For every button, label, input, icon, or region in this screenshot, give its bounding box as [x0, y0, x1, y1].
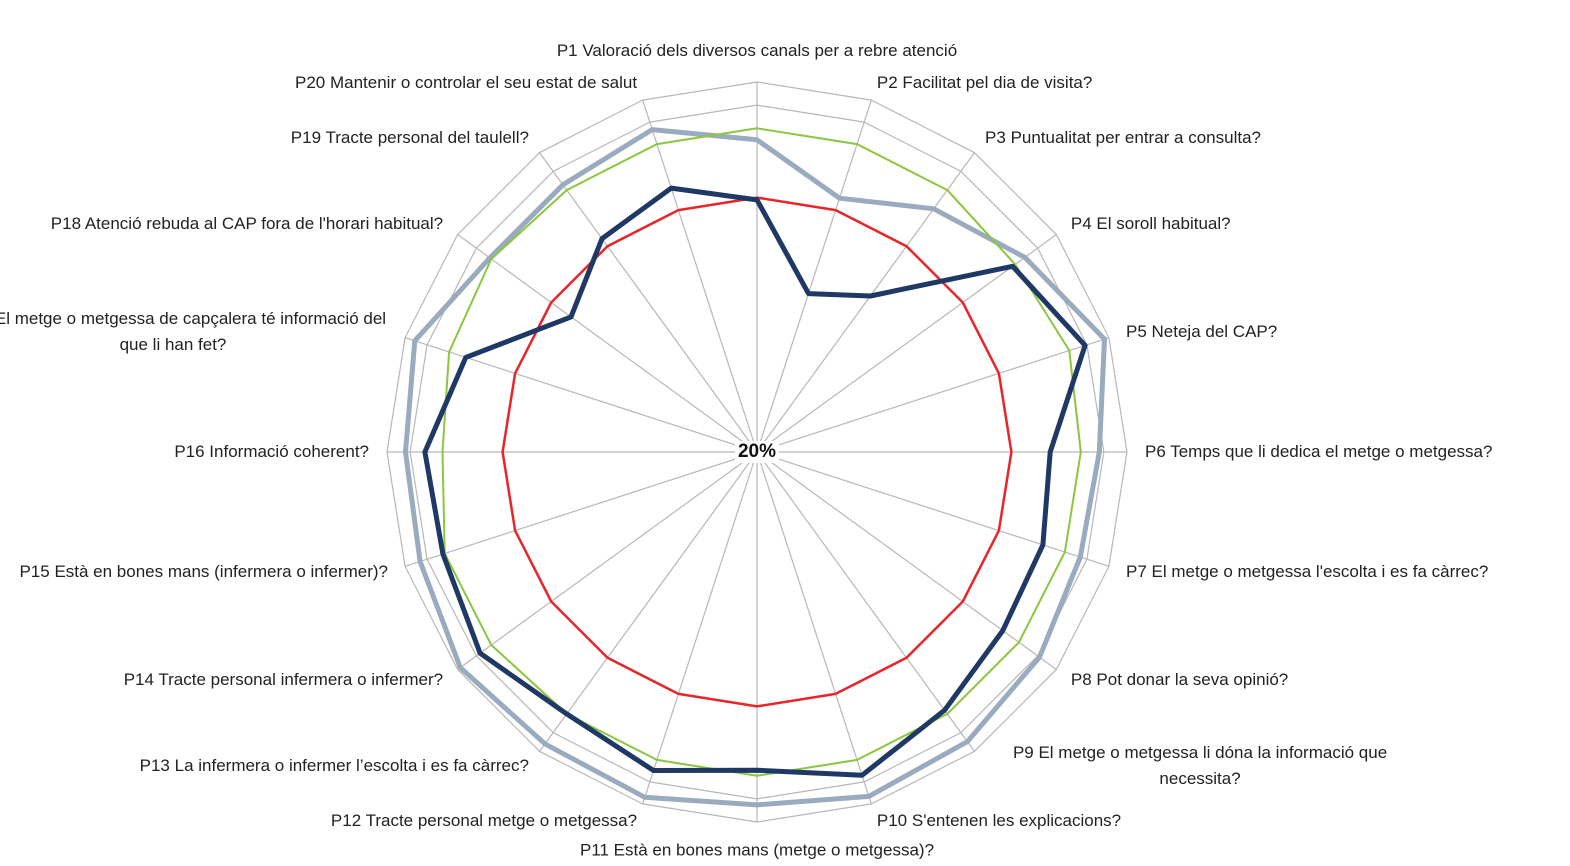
spoke — [642, 451, 758, 805]
spoke — [457, 234, 758, 453]
category-label: P18 Atenció rebuda al CAP fora de l'hora… — [50, 213, 444, 233]
spoke — [404, 337, 758, 453]
category-label: P2 Facilitat pel dia de visita? — [876, 72, 1093, 92]
spoke — [457, 451, 758, 670]
category-label: P14 Tracte personal infermera o infermer… — [123, 670, 444, 690]
category-label: P7 El metge o metgessa l'escolta i es fa… — [1126, 561, 1489, 581]
series-line — [403, 127, 1107, 808]
spoke — [404, 451, 758, 567]
category-label: P8 Pot donar la seva opinió? — [1070, 670, 1289, 690]
spoke — [756, 234, 1057, 453]
spoke — [756, 99, 872, 453]
series-line — [501, 196, 1013, 708]
category-label: P16 Informació coherent? — [174, 442, 369, 461]
category-label: P5 Neteja del CAP? — [1126, 322, 1278, 342]
category-label: P13 La infermera o infermer l’escolta i … — [139, 755, 529, 775]
category-label: P20 Mantenir o controlar el seu estat de… — [295, 72, 638, 92]
category-label: P15 Està en bones mans (infermera o infe… — [19, 561, 388, 581]
spoke — [756, 152, 975, 453]
spoke — [642, 99, 758, 453]
category-label: P6 Temps que li dedica el metge o metges… — [1145, 442, 1493, 461]
spoke — [756, 451, 1110, 567]
category-label: P17 El metge o metgessa de capçalera té … — [0, 309, 387, 355]
category-label: P10 S'entenen les explicacions? — [876, 811, 1122, 830]
category-label: P4 El soroll habitual? — [1070, 213, 1231, 233]
spoke — [756, 451, 975, 752]
spoke — [756, 451, 872, 805]
category-label: P12 Tracte personal metge o metgessa? — [330, 811, 638, 830]
spoke — [539, 451, 758, 752]
spoke — [756, 451, 1057, 670]
category-label: P19 Tracte personal del taulell? — [290, 128, 529, 148]
category-label: P3 Puntualitat per entrar a consulta? — [985, 128, 1261, 148]
series-line — [441, 127, 1082, 777]
spoke — [539, 152, 758, 453]
category-label: P1 Valoració dels diversos canals per a … — [556, 41, 958, 60]
category-label: P9 El metge o metgessa li dóna la inform… — [1012, 742, 1388, 788]
series-line — [422, 185, 1088, 778]
spoke — [756, 337, 1110, 453]
axis-min-label: 20% — [734, 441, 780, 463]
category-label: P11 Està en bones mans (metge o metgessa… — [579, 840, 935, 860]
